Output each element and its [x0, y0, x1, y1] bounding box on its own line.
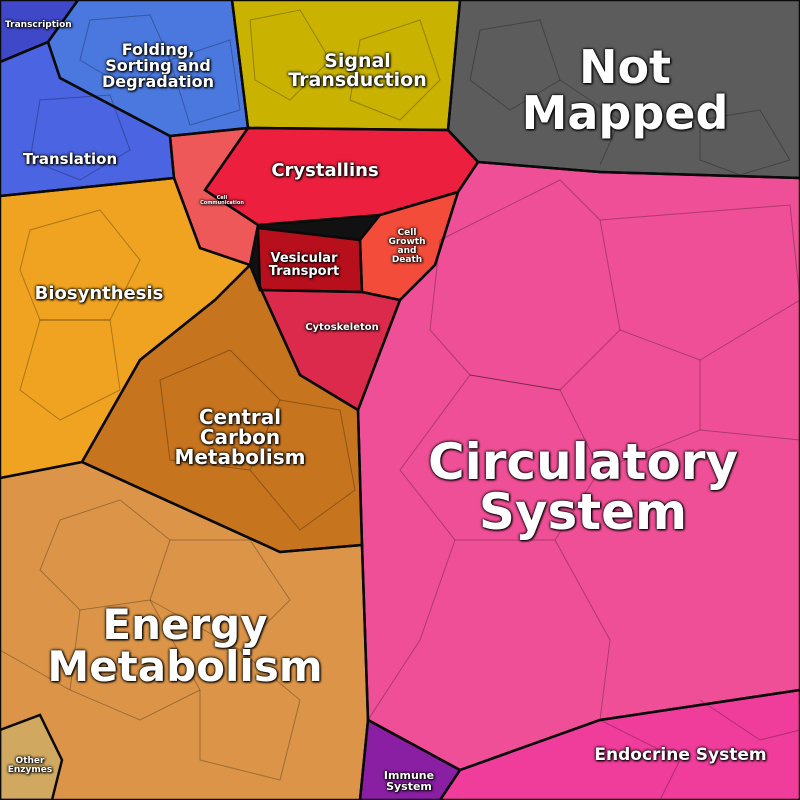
region-signal[interactable] — [232, 0, 460, 130]
label-circulatory: Circulatory System — [427, 433, 739, 541]
region-vesicular[interactable] — [258, 228, 362, 292]
region-cytoskeleton[interactable] — [250, 265, 400, 410]
region-translation[interactable] — [0, 42, 174, 196]
label-biosynthesis: Biosynthesis — [34, 283, 164, 304]
region-transcription[interactable] — [0, 0, 78, 62]
region-other-enzymes[interactable] — [0, 715, 62, 800]
label-crystallins: Crystallins — [271, 160, 379, 181]
label-vesicular: Vesicular Transport — [268, 251, 340, 279]
label-signal: Signal Transduction — [288, 50, 427, 91]
label-central-carbon: Central Carbon Metabolism — [174, 405, 306, 469]
region-biosynthesis[interactable] — [0, 178, 250, 478]
label-not-mapped: Not Mapped — [521, 40, 729, 140]
label-folding: Folding, Sorting and Degradation — [101, 40, 215, 91]
region-cell-growth[interactable] — [360, 192, 458, 300]
region-energy[interactable] — [0, 462, 368, 800]
region-border — [358, 718, 462, 800]
region-not-mapped[interactable] — [448, 0, 800, 178]
region-immune[interactable] — [360, 720, 460, 800]
region-endocrine[interactable] — [440, 690, 800, 800]
label-endocrine: Endocrine System — [594, 745, 767, 765]
label-cell-growth: Cell Growth and Death — [388, 228, 426, 265]
label-immune: Immune System — [383, 769, 435, 793]
region-crystallins[interactable] — [205, 128, 478, 225]
region-border — [0, 713, 64, 800]
label-other-enzymes: Other Enzymes — [7, 756, 53, 775]
region-folding[interactable] — [48, 0, 248, 136]
cell-pattern — [0, 9, 800, 800]
region-circulatory[interactable] — [358, 162, 800, 770]
region-central-carbon[interactable] — [82, 265, 362, 552]
label-cytoskeleton: Cytoskeleton — [305, 322, 379, 333]
label-cell-communication: Cell Communication — [200, 195, 244, 206]
label-transcription: Transcription — [5, 20, 72, 30]
label-translation: Translation — [22, 150, 118, 168]
label-energy: Energy Metabolism — [47, 600, 323, 691]
